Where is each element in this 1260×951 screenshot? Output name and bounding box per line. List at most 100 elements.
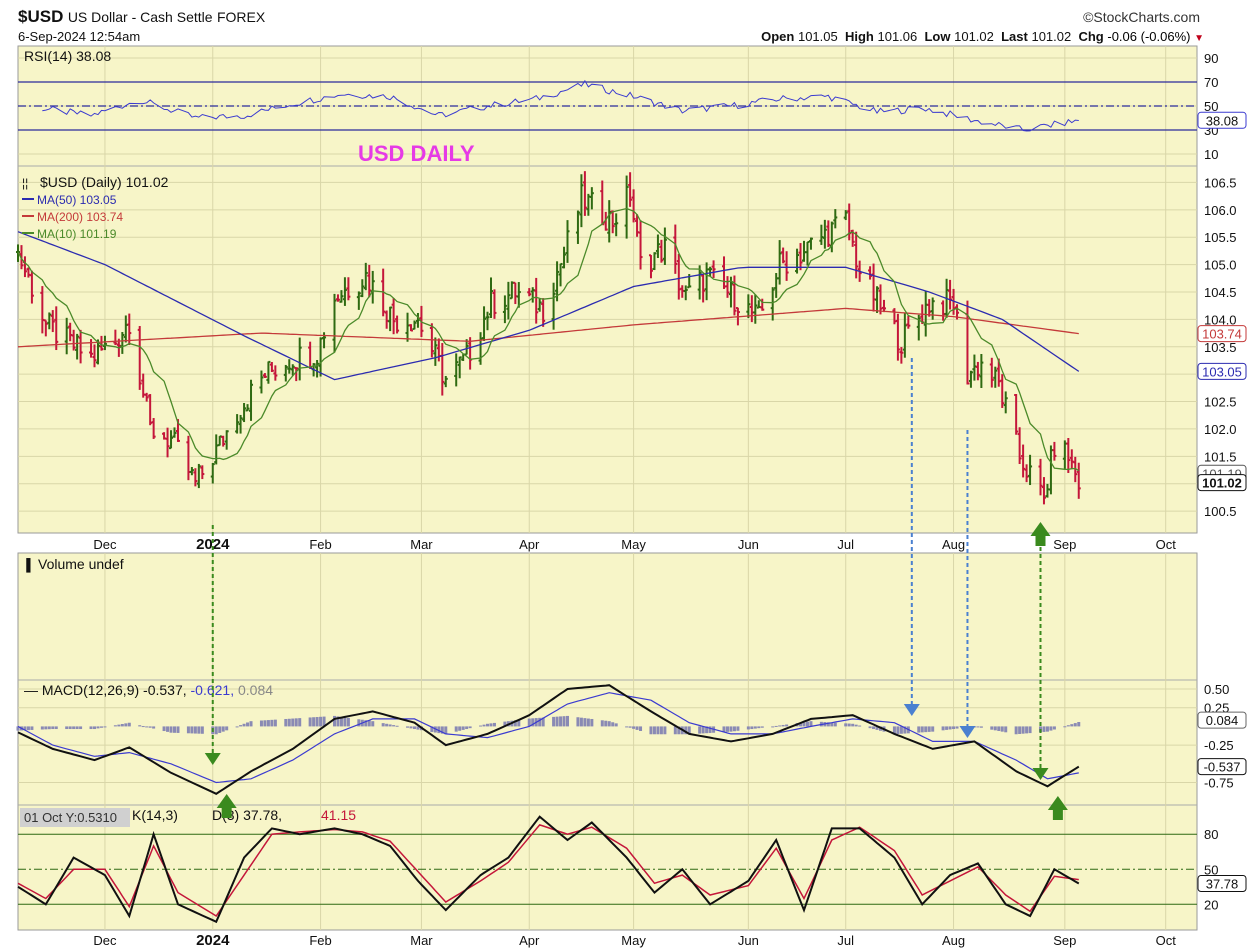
stochastic-tick-label: 50 [1204,862,1218,877]
macd-histogram-bar [729,726,733,732]
macd-histogram-bar [221,726,225,732]
macd-histogram-bar [406,726,410,728]
green-arrow-up [216,794,237,818]
macd-histogram-bar [492,722,496,727]
chg-label: Chg [1078,29,1104,44]
macd-histogram-bar [44,726,48,730]
macd-histogram-bar [673,726,677,735]
macd-histogram-bar [945,726,949,730]
macd-histogram-bar [312,717,316,727]
macd-histogram-bar [774,725,778,727]
macd-histogram-bar [579,717,583,727]
x-tick-label: Feb [309,933,331,948]
x-tick-label: Apr [519,537,540,552]
open-value: 101.05 [797,29,838,44]
macd-histogram-bar [1052,726,1056,730]
rsi-last-value-box [1197,111,1247,129]
macd-histogram-bar [663,726,667,735]
x-tick-label: Dec [93,537,117,552]
macd-histogram-bar [604,720,608,727]
macd-histogram-bar [847,723,851,727]
x-tick-label: Oct [1156,933,1177,948]
macd-histogram-bar [993,726,997,731]
price-tick-label: 102.5 [1204,395,1237,410]
macd-histogram-bar [454,726,458,732]
price-tick-label: 105.5 [1204,230,1237,245]
macd-histogram-bar [40,726,44,730]
macd-tick-label: -0.75 [1204,776,1234,791]
macd-histogram-bar [26,726,30,731]
ma200-line [17,307,1079,348]
macd-histogram-bar [1063,726,1067,728]
macd-histogram-bar [590,718,594,727]
macd-histogram-bar [732,726,736,732]
macd-histogram-bar [677,726,681,735]
macd-histogram-bar [1073,723,1077,727]
macd-histogram-bar [392,725,396,727]
macd-histogram-bar [266,720,270,727]
legend-bar-icon: ¦¦ [22,176,28,190]
volume-bar-icon: ▐ [22,558,31,573]
macd-histogram-bar [461,726,465,730]
volume-label: Volume undef [38,556,124,572]
macd-histogram-bar [722,726,726,733]
macd-histogram-bar [896,726,900,735]
macd-histogram-bar [1025,726,1029,734]
legend-entry: $USD (Daily) 101.02 [40,174,169,190]
macd-histogram-bar [698,726,702,734]
macd-histogram-bar [927,726,931,732]
rsi-label: RSI(14) 38.08 [24,48,111,64]
legend-entry: MA(200) 103.74 [37,210,123,224]
brand-label: ©StockCharts.com [1083,9,1200,25]
macd-histogram-bar [872,726,876,730]
macd-histogram-bar [805,721,809,727]
macd-histogram-bar [778,725,782,727]
macd-histogram-bar [339,716,343,727]
macd-line [17,684,1080,795]
macd-histogram-bar [844,723,848,727]
macd-histogram-bar [346,717,350,727]
macd-histogram-bar [1045,726,1049,732]
macd-histogram-bar [503,721,507,727]
macd-histogram-bar [166,726,170,732]
macd-histogram-bar [757,726,761,729]
macd-histogram-bar [381,723,385,727]
macd-histogram-bar [218,726,222,733]
stochastic-value-box [1197,875,1247,893]
macd-histogram-bar [830,722,834,727]
price-value-box-label: 103.74 [1202,327,1242,342]
macd-histogram-bar [701,726,705,734]
macd-histogram-bar [541,717,545,727]
x-tick-label: Jun [738,933,759,948]
macd-histogram-bar [173,726,177,733]
macd-histogram-bar [527,718,531,727]
price-tick-label: 100.5 [1204,504,1237,519]
macd-histogram-bar [294,718,298,727]
macd-histogram-bar [214,726,218,735]
macd-histogram-bar [736,726,740,731]
stochastic-k-line [17,815,1080,924]
macd-histogram-bar [899,726,903,734]
macd-histogram-bar [479,725,483,727]
lower-panel-bg [17,552,1198,931]
stochastic-label-d-value: 41.15 [321,807,356,823]
macd-histogram-bar [875,726,879,730]
stochastic-label-k: K(14,3) [132,807,178,823]
x-tick-label: Mar [410,537,433,552]
price-value-box [1197,325,1247,343]
macd-tick-label: -0.25 [1204,738,1234,753]
x-tick-label: May [621,933,646,948]
macd-value-box-label: -0.537 [1204,760,1241,775]
macd-histogram-bar [430,726,434,732]
macd-histogram-bar [113,725,117,727]
macd-histogram-bar [851,723,855,727]
macd-histogram-bar [68,726,72,730]
macd-histogram-bar [437,726,441,734]
macd-histogram-bar [652,726,656,735]
macd-histogram-bar [753,726,757,729]
macd-histogram-bar [576,717,580,727]
macd-histogram-bar [239,725,243,727]
macd-histogram-bar [193,726,197,734]
macd-histogram-bar [1021,726,1025,734]
macd-label-signal: -0.621, [191,682,238,698]
